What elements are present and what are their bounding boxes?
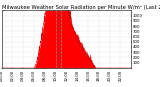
Text: Milwaukee Weather Solar Radiation per Minute W/m² (Last 24 Hours): Milwaukee Weather Solar Radiation per Mi…	[2, 5, 160, 10]
